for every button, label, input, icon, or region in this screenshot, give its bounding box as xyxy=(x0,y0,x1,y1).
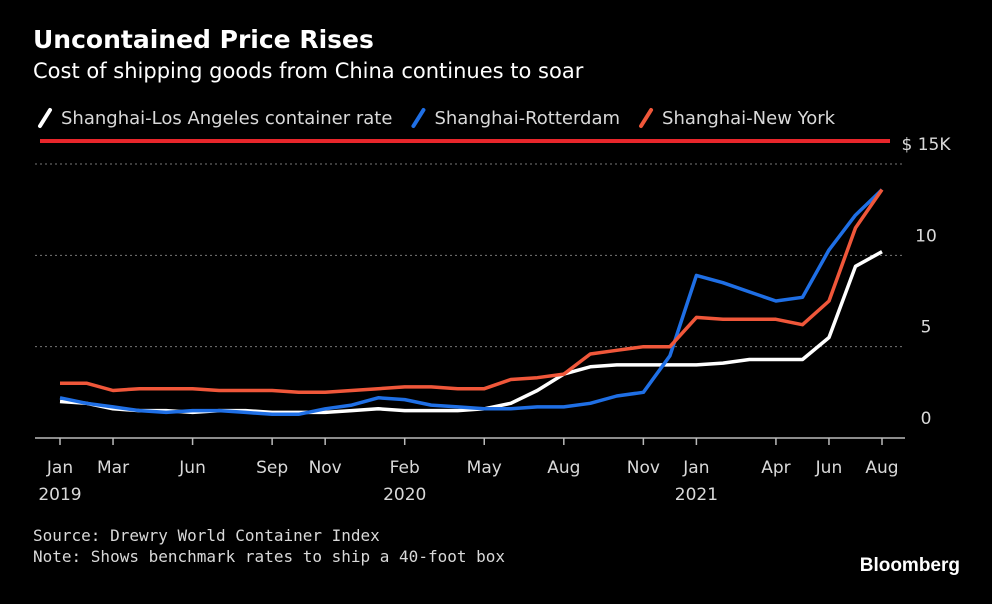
y-tick-label: $ 15K xyxy=(902,135,952,155)
chart-title: Uncontained Price Rises xyxy=(33,25,374,54)
x-tick-label: Feb xyxy=(390,458,420,478)
x-tick-label: Nov xyxy=(309,458,342,478)
legend-label: Shanghai-New York xyxy=(662,108,836,129)
x-tick-label: Aug xyxy=(865,458,898,478)
source: Source: Drewry World Container Index xyxy=(33,526,380,545)
legend-swatch xyxy=(411,108,426,128)
x-tick-label: Jan xyxy=(682,458,709,478)
x-tick-label: Nov xyxy=(627,458,660,478)
series-line xyxy=(60,188,884,395)
x-year-label: 2020 xyxy=(383,485,426,505)
legend-swatch xyxy=(38,108,52,128)
x-tick-label: Apr xyxy=(761,458,790,478)
legend-label: Shanghai-Rotterdam xyxy=(434,108,620,129)
x-year-label: 2021 xyxy=(675,485,718,505)
x-tick-label: May xyxy=(467,458,502,478)
x-tick-label: Mar xyxy=(97,458,129,478)
y-tick-label: 0 xyxy=(921,409,932,429)
x-year-label: 2019 xyxy=(38,485,81,505)
legend-swatch xyxy=(639,108,654,128)
series-line xyxy=(59,188,884,417)
chart-subtitle: Cost of shipping goods from China contin… xyxy=(33,59,584,83)
x-tick-label: Sep xyxy=(256,458,288,478)
brand: Bloomberg xyxy=(860,555,960,576)
y-tick-label: 5 xyxy=(921,318,932,338)
legend-label: Shanghai-Los Angeles container rate xyxy=(61,108,392,129)
x-tick-label: Aug xyxy=(547,458,580,478)
x-tick-label: Jan xyxy=(46,458,73,478)
x-tick-label: Jun xyxy=(815,458,843,478)
x-tick-label: Jun xyxy=(178,458,206,478)
y-tick-label: 10 xyxy=(915,226,937,246)
note: Note: Shows benchmark rates to ship a 40… xyxy=(33,547,505,566)
